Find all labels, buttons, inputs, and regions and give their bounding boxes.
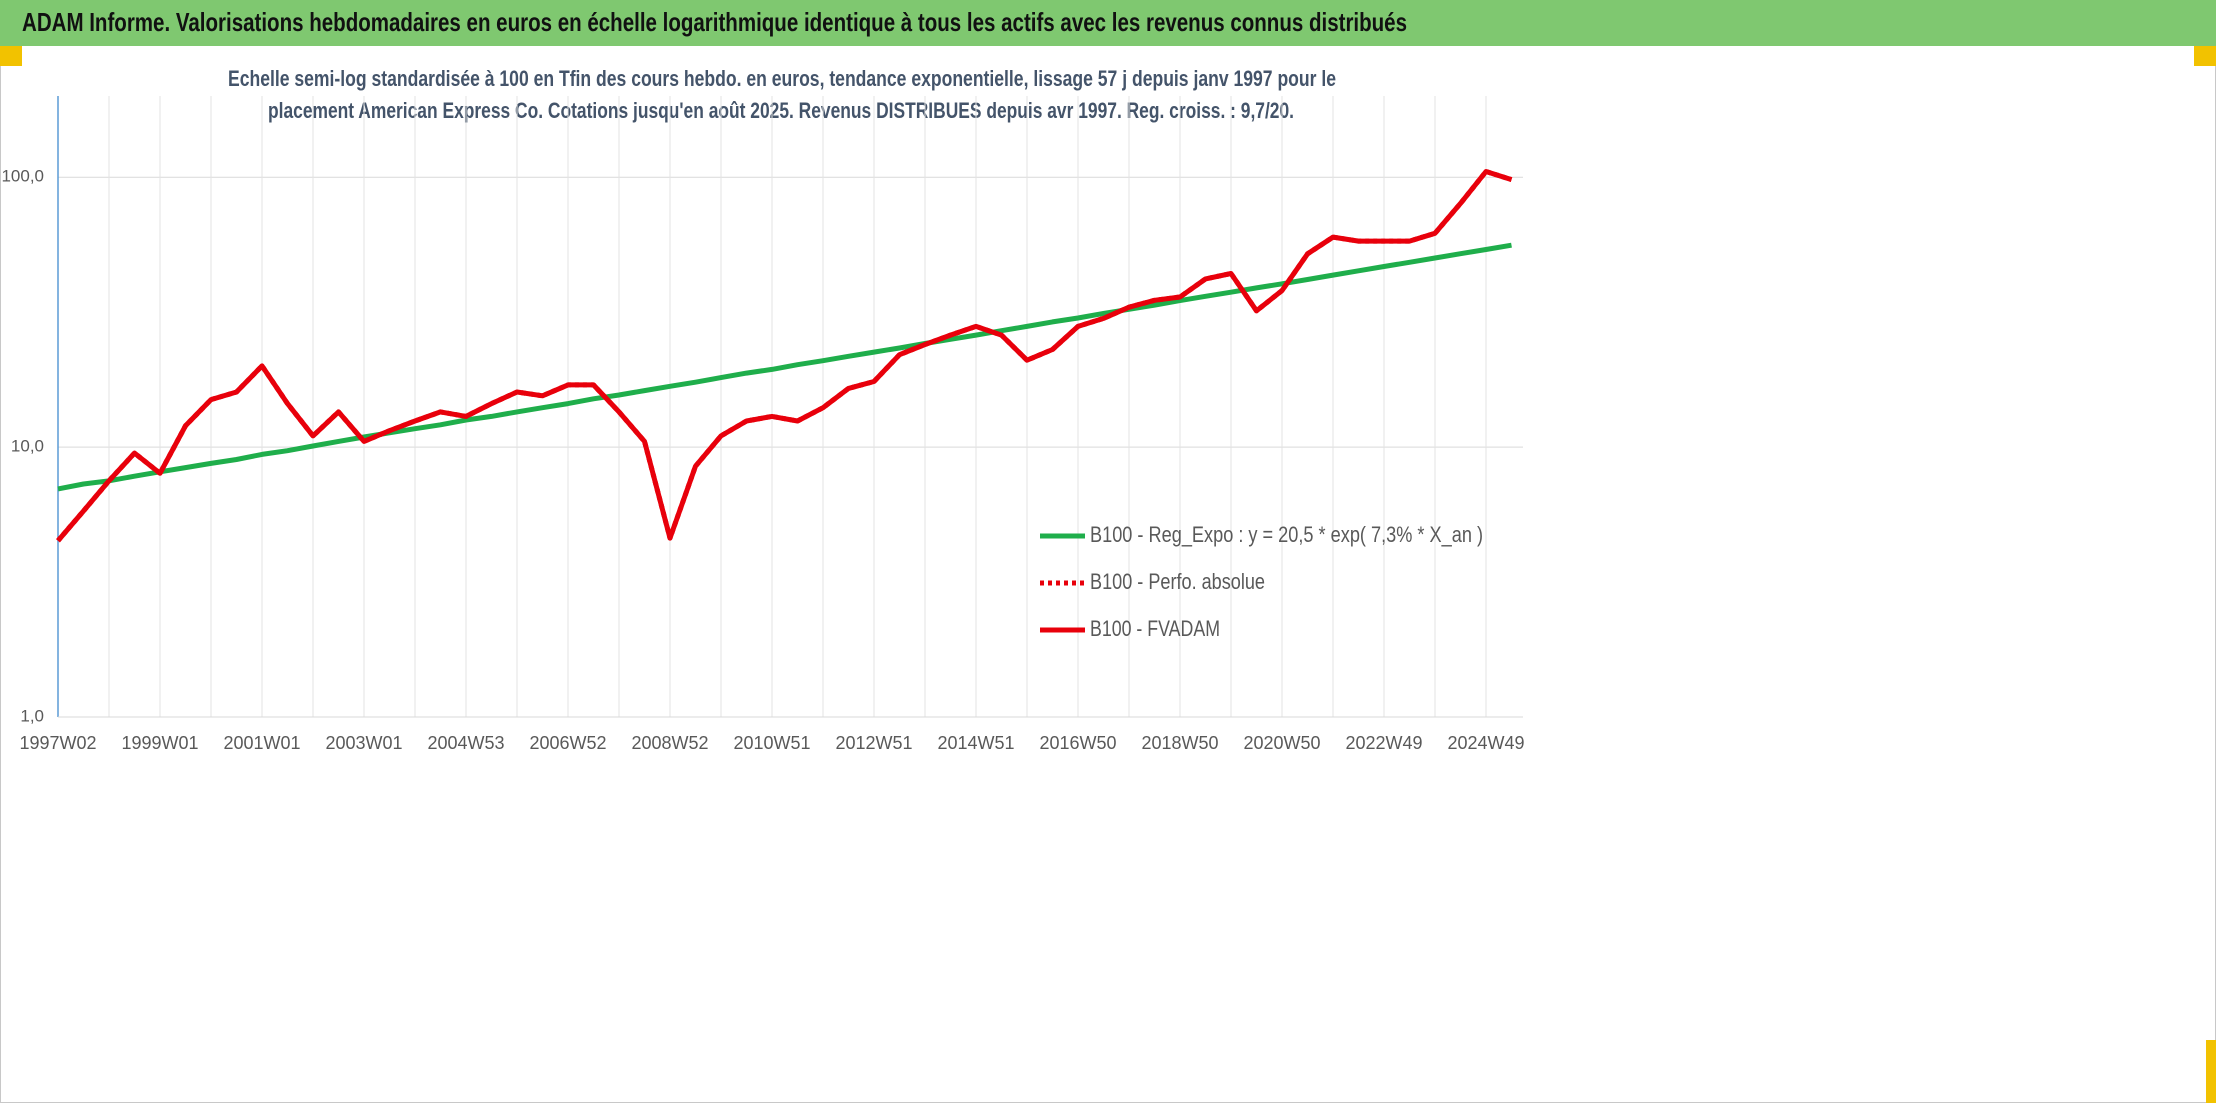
x-tick-label: 2014W51 bbox=[937, 733, 1014, 753]
x-tick-label: 2024W49 bbox=[1447, 733, 1524, 753]
x-tick-label: 2003W01 bbox=[325, 733, 402, 753]
x-tick-label: 2004W53 bbox=[427, 733, 504, 753]
subtitle: Echelle semi-log standardisée à 100 en T… bbox=[228, 66, 1336, 91]
legend-label: B100 - Perfo. absolue bbox=[1090, 569, 1265, 594]
x-tick-label: 2010W51 bbox=[733, 733, 810, 753]
page-title: ADAM Informe. Valorisations hebdomadaire… bbox=[22, 7, 1407, 37]
y-tick-label: 10,0 bbox=[11, 437, 44, 456]
plot: 1,0 10,0 100,0 1997W02 1999W01 2001W01 2003W01… bbox=[1, 96, 1525, 753]
x-tick-label: 2018W50 bbox=[1141, 733, 1218, 753]
corner-mark bbox=[2194, 46, 2216, 66]
x-tick-label: 1997W02 bbox=[19, 733, 96, 753]
legend-label: B100 - Reg_Expo : y = 20,5 * exp( 7,3% *… bbox=[1090, 522, 1483, 547]
x-tick-label: 2020W50 bbox=[1243, 733, 1320, 753]
x-tick-label: 2022W49 bbox=[1345, 733, 1422, 753]
legend-label: B100 - FVADAM bbox=[1090, 616, 1220, 641]
x-tick-label: 2001W01 bbox=[223, 733, 300, 753]
header-bar bbox=[0, 0, 2216, 46]
corner-mark bbox=[2206, 1040, 2216, 1103]
x-tick-label: 2008W52 bbox=[631, 733, 708, 753]
subtitle: placement American Express Co. Cotations… bbox=[268, 98, 1294, 123]
series-line bbox=[56, 169, 1513, 543]
x-tick-label: 1999W01 bbox=[121, 733, 198, 753]
y-tick-label: 100,0 bbox=[1, 167, 44, 186]
x-tick-label: 2016W50 bbox=[1039, 733, 1116, 753]
y-tick-label: 1,0 bbox=[20, 706, 44, 725]
x-tick-label: 2012W51 bbox=[835, 733, 912, 753]
corner-mark bbox=[0, 46, 22, 66]
x-tick-label: 2006W52 bbox=[529, 733, 606, 753]
series-line bbox=[57, 242, 1512, 492]
